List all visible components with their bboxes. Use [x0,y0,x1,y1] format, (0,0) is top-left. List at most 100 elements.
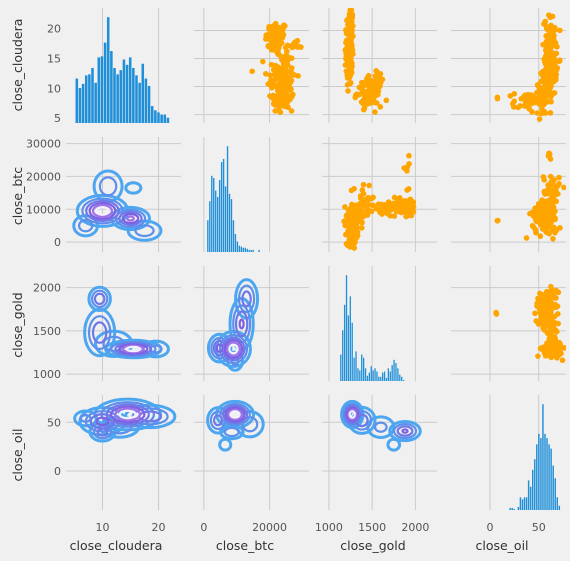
scatter-point [344,212,351,218]
scatter-point [391,194,398,201]
hist-bar [343,304,346,381]
panel-content [509,404,561,510]
panel-content [494,150,566,242]
scatter-point [532,210,539,217]
scatter-point [269,23,275,30]
panel-close_cloudera-vs-close_cloudera: 5 10 15 20 [47,8,170,125]
kde-contour [206,332,233,364]
hist-bar [242,247,244,252]
scatter-point [284,48,290,55]
hist-bar [370,366,372,381]
scatter-point [372,109,378,115]
kde-contour [225,341,241,357]
panel-close_cloudera-vs-close_btc [194,8,309,123]
kde-contour [388,419,422,443]
hist-bar [558,505,561,510]
hist-bar [387,368,390,381]
hist-bar [147,85,151,123]
scatter-point [547,110,554,116]
scatter-point [383,207,390,214]
scatter-point [284,96,291,103]
hist-bar [529,486,532,510]
scatter-point [375,91,381,98]
panel-content [342,8,390,115]
scatter-point [547,65,553,72]
panel-close_gold-vs-close_btc [194,266,309,381]
scatter-point [407,196,414,203]
kde-contour [95,416,110,427]
panel-close_oil-vs-close_oil: 0 50 [486,395,561,534]
hist-bar [119,70,123,123]
hist-bar [393,359,395,381]
hist-bar [116,74,119,123]
scatter-point [341,218,347,225]
scatter-point [360,203,366,210]
scatter-point [532,310,538,317]
scatter-point [398,199,404,205]
hist-bar [519,497,522,510]
kde-contour [227,408,244,421]
scatter-point [542,61,549,67]
scatter-point [541,350,548,356]
hist-bar [368,372,370,381]
scatter-point [249,68,256,75]
scatter-point [376,206,382,213]
scatter-point [344,242,351,249]
scatter-point [537,221,544,228]
xtick-close_oil-1: 50 [532,521,546,534]
scatter-point [535,353,541,359]
hist-bar [144,78,148,123]
scatter-point [549,322,556,329]
kde-contour [96,427,109,437]
hist-bar [154,110,157,123]
hist-bar [252,249,254,252]
ytick-close_btc-2: 20000 [26,170,61,183]
scatter-point [360,199,366,205]
hist-bar [240,246,243,252]
scatter-point [378,201,385,208]
scatter-point [555,320,561,327]
hist-bar [397,368,399,381]
scatter-point [349,60,355,67]
kde-contour [109,405,146,424]
scatter-point [280,32,287,38]
xlabel-close_oil: close_oil [475,538,528,553]
hist-bar [94,82,97,123]
hist-bar [552,465,554,510]
hist-bar [157,112,160,123]
scatter-point [401,165,407,171]
scatter-point [555,289,562,296]
hist-bar [135,75,138,123]
xtick-close_gold-2: 2000 [401,521,429,534]
hist-bar [540,438,542,510]
xlabel-close_btc: close_btc [216,538,274,553]
scatter-point [494,94,501,101]
xlabel-close_gold: close_gold [340,538,405,553]
scatter-point [515,104,521,111]
kde-contour [215,343,224,353]
scatter-point [343,37,350,44]
axis-labels: close_cloudera close_btc close_gold clos… [10,19,529,553]
hist-bar [103,42,107,123]
kde-contour [88,201,117,220]
scatter-point [349,226,356,232]
hist-bar [391,365,393,381]
scatter-point [521,103,528,109]
scatter-point [547,308,554,314]
scatter-point [545,71,552,78]
scatter-point [285,85,291,91]
hist-bar [228,193,231,252]
scatter-point [550,341,556,348]
scatter-point [546,186,553,193]
scatter-point [272,102,278,108]
scatter-point [560,344,566,351]
ytick-close_oil-0: 0 [54,465,61,478]
hist-bar [207,220,209,252]
scatter-point [369,202,376,209]
scatter-point [553,184,559,190]
panel-close_cloudera-vs-close_oil [451,8,566,123]
scatter-point [352,94,359,101]
hist-bar [220,162,223,252]
hist-bar [395,363,397,381]
hist-bar [138,82,141,123]
